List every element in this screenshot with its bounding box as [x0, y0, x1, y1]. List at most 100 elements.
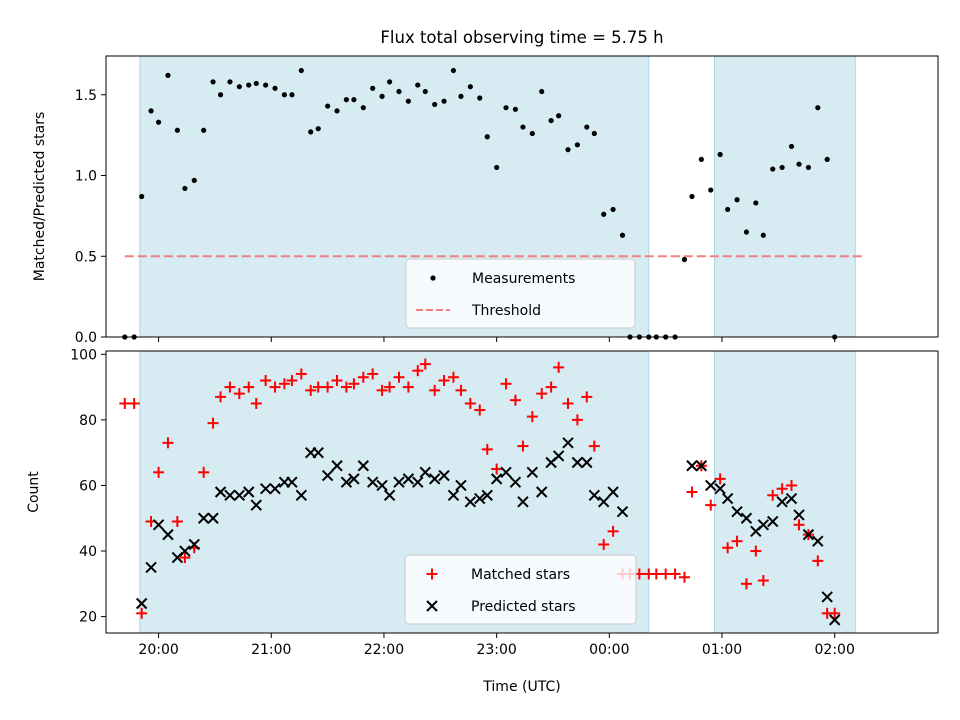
x-tick-label-2: 22:00 — [364, 642, 404, 658]
matched-point-30 — [384, 381, 396, 393]
predicted-point-57 — [705, 479, 717, 492]
matched-point-16 — [260, 375, 272, 387]
measurement-point-45 — [520, 124, 526, 130]
predicted-point-5 — [179, 545, 191, 557]
matched-point-15 — [250, 397, 262, 409]
matched-point-69 — [731, 535, 743, 547]
predicted-point-61 — [740, 512, 753, 524]
matched-point-75 — [786, 479, 798, 491]
matched-point-52 — [581, 391, 593, 403]
predicted-point-36 — [455, 479, 467, 492]
matched-point-39 — [464, 397, 476, 409]
measurement-point-50 — [565, 147, 571, 153]
predicted-point-28 — [383, 489, 396, 501]
predicted-point-7 — [197, 512, 210, 524]
predicted-point-14 — [259, 483, 272, 495]
matched-point-40 — [474, 404, 486, 416]
matched-point-50 — [562, 397, 574, 409]
top-axes-frame — [105, 55, 939, 338]
measurement-point-10 — [210, 79, 216, 85]
measurement-point-54 — [601, 211, 607, 217]
matched-point-7 — [179, 552, 191, 564]
measurement-point-53 — [591, 130, 597, 137]
matched-point-21 — [305, 384, 317, 396]
top-y-axis-ticks: 0.0 0.5 1.0 1.5 — [75, 88, 106, 346]
measurement-point-11 — [217, 92, 224, 98]
predicted-point-49 — [571, 456, 584, 469]
legend-box — [405, 258, 636, 329]
matched-point-19 — [286, 375, 298, 387]
measurement-point-21 — [308, 129, 314, 135]
matched-point-18 — [278, 378, 290, 390]
predicted-point-47 — [552, 450, 565, 462]
measurement-point-39 — [467, 84, 473, 90]
measurement-point-56 — [619, 232, 626, 238]
matched-point-44 — [509, 394, 521, 406]
matched-point-76 — [793, 519, 805, 531]
measurement-point-36 — [441, 98, 447, 104]
y-tick-label-2: 60 — [79, 478, 97, 494]
matched-point-41 — [481, 443, 493, 455]
measurement-point-52 — [584, 124, 590, 130]
measurement-point-6 — [174, 127, 180, 133]
measurement-point-14 — [246, 82, 252, 88]
matched-point-68 — [722, 542, 734, 554]
matched-point-70 — [740, 578, 752, 590]
legend-box — [404, 554, 637, 625]
matched-point-42 — [491, 463, 503, 475]
measurement-point-38 — [458, 93, 464, 99]
legend-label-1: Threshold — [471, 303, 541, 319]
matched-point-49 — [553, 361, 565, 373]
predicted-point-2 — [152, 519, 165, 531]
predicted-point-11 — [233, 489, 246, 501]
matched-point-27 — [357, 371, 369, 383]
predicted-point-53 — [607, 486, 619, 498]
measurement-point-51 — [574, 142, 581, 148]
predicted-point-24 — [348, 473, 360, 485]
predicted-point-3 — [162, 528, 174, 541]
legend-swatch-1 — [426, 600, 438, 612]
predicted-point-31 — [412, 476, 424, 488]
predicted-point-65 — [776, 496, 788, 508]
predicted-point-60 — [731, 505, 743, 518]
predicted-point-23 — [340, 476, 353, 488]
y-tick-label-0: 20 — [79, 610, 97, 626]
matched-point-72 — [757, 575, 769, 587]
predicted-point-54 — [616, 505, 629, 518]
matched-point-37 — [447, 371, 459, 383]
predicted-point-50 — [581, 456, 593, 469]
predicted-point-26 — [366, 476, 379, 488]
measurement-point-68 — [725, 206, 731, 213]
predicted-point-33 — [428, 473, 441, 485]
predicted-point-12 — [243, 486, 255, 498]
predicted-point-38 — [474, 492, 486, 505]
x-tick-label-3: 23:00 — [476, 642, 516, 658]
measurement-point-44 — [512, 106, 519, 112]
x-tick-label-1: 21:00 — [251, 642, 291, 658]
matched-point-51 — [571, 414, 583, 426]
predicted-point-51 — [588, 489, 601, 501]
measurement-point-16 — [263, 82, 269, 88]
y-tick-label-0: 0.0 — [75, 330, 97, 346]
matched-point-33 — [412, 365, 424, 377]
shaded-interval-1 — [714, 55, 856, 338]
predicted-point-17 — [286, 476, 298, 488]
measurement-point-78 — [815, 105, 821, 111]
matched-point-17 — [269, 381, 281, 393]
predicted-point-41 — [500, 466, 512, 479]
measurement-point-23 — [325, 103, 331, 109]
predicted-point-22 — [331, 460, 343, 472]
predicted-point-43 — [517, 496, 529, 508]
measurement-point-63 — [681, 256, 688, 263]
measurement-point-48 — [548, 117, 554, 124]
matched-point-2 — [136, 607, 148, 619]
predicted-point-63 — [757, 519, 770, 531]
predicted-point-32 — [419, 466, 431, 479]
predicted-point-69 — [812, 535, 824, 547]
predicted-point-37 — [464, 496, 477, 508]
measurement-point-41 — [484, 134, 490, 140]
bottom-count-points — [119, 358, 841, 626]
predicted-point-56 — [695, 460, 708, 472]
matched-point-66 — [705, 499, 717, 511]
predicted-point-8 — [207, 512, 219, 524]
